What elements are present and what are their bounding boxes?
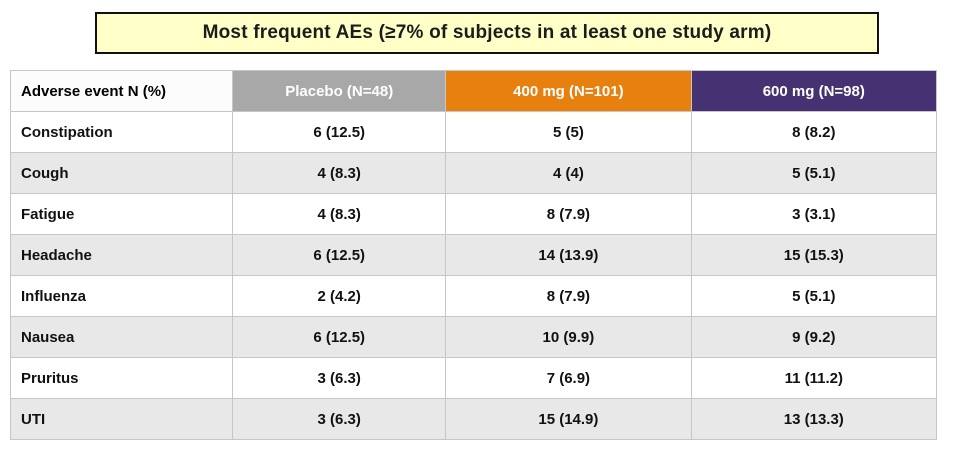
table-title: Most frequent AEs (≥7% of subjects in at… [202, 22, 772, 43]
table-row: UTI 3 (6.3) 15 (14.9) 13 (13.3) [9, 398, 938, 440]
cell-600mg: 5 (5.1) [690, 152, 938, 194]
cell-adverse-event: Headache [9, 234, 234, 276]
cell-placebo: 3 (6.3) [232, 357, 447, 399]
table-row: Nausea 6 (12.5) 10 (9.9) 9 (9.2) [9, 316, 938, 358]
cell-600mg: 5 (5.1) [690, 275, 938, 317]
table-row: Headache 6 (12.5) 14 (13.9) 15 (15.3) [9, 234, 938, 276]
cell-adverse-event: Influenza [9, 275, 234, 317]
cell-400mg: 7 (6.9) [445, 357, 692, 399]
table-row: Influenza 2 (4.2) 8 (7.9) 5 (5.1) [9, 275, 938, 317]
cell-placebo: 3 (6.3) [232, 398, 447, 440]
column-header-600mg: 600 mg (N=98) [690, 70, 938, 112]
cell-adverse-event: UTI [9, 398, 234, 440]
cell-400mg: 15 (14.9) [445, 398, 692, 440]
cell-adverse-event: Pruritus [9, 357, 234, 399]
cell-adverse-event: Nausea [9, 316, 234, 358]
table-row: Pruritus 3 (6.3) 7 (6.9) 11 (11.2) [9, 357, 938, 399]
table-row: Fatigue 4 (8.3) 8 (7.9) 3 (3.1) [9, 193, 938, 235]
cell-400mg: 10 (9.9) [445, 316, 692, 358]
cell-400mg: 8 (7.9) [445, 193, 692, 235]
title-banner: Most frequent AEs (≥7% of subjects in at… [95, 12, 879, 54]
table-row: Cough 4 (8.3) 4 (4) 5 (5.1) [9, 152, 938, 194]
cell-adverse-event: Cough [9, 152, 234, 194]
cell-placebo: 6 (12.5) [232, 316, 447, 358]
cell-placebo: 4 (8.3) [232, 152, 447, 194]
cell-600mg: 3 (3.1) [690, 193, 938, 235]
cell-adverse-event: Fatigue [9, 193, 234, 235]
cell-placebo: 4 (8.3) [232, 193, 447, 235]
cell-placebo: 6 (12.5) [232, 234, 447, 276]
cell-400mg: 8 (7.9) [445, 275, 692, 317]
column-header-adverse-event: Adverse event N (%) [9, 70, 234, 112]
cell-600mg: 9 (9.2) [690, 316, 938, 358]
adverse-events-table: Adverse event N (%) Placebo (N=48) 400 m… [9, 70, 938, 440]
column-header-400mg: 400 mg (N=101) [445, 70, 692, 112]
table-row: Constipation 6 (12.5) 5 (5) 8 (8.2) [9, 111, 938, 153]
cell-adverse-event: Constipation [9, 111, 234, 153]
cell-400mg: 5 (5) [445, 111, 692, 153]
column-header-placebo: Placebo (N=48) [232, 70, 447, 112]
header-row: Adverse event N (%) Placebo (N=48) 400 m… [9, 70, 938, 112]
cell-600mg: 13 (13.3) [690, 398, 938, 440]
cell-400mg: 14 (13.9) [445, 234, 692, 276]
cell-600mg: 8 (8.2) [690, 111, 938, 153]
cell-600mg: 11 (11.2) [690, 357, 938, 399]
cell-placebo: 2 (4.2) [232, 275, 447, 317]
cell-placebo: 6 (12.5) [232, 111, 447, 153]
cell-600mg: 15 (15.3) [690, 234, 938, 276]
cell-400mg: 4 (4) [445, 152, 692, 194]
